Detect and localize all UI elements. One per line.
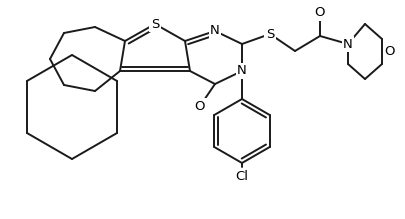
Text: N: N	[342, 37, 352, 51]
Text: S: S	[265, 28, 273, 41]
Text: O: O	[314, 7, 324, 19]
Text: O: O	[384, 45, 394, 58]
Text: Cl: Cl	[235, 171, 248, 184]
Text: O: O	[194, 99, 205, 113]
Text: N: N	[210, 25, 220, 37]
Text: S: S	[150, 18, 159, 30]
Text: N: N	[237, 65, 246, 78]
